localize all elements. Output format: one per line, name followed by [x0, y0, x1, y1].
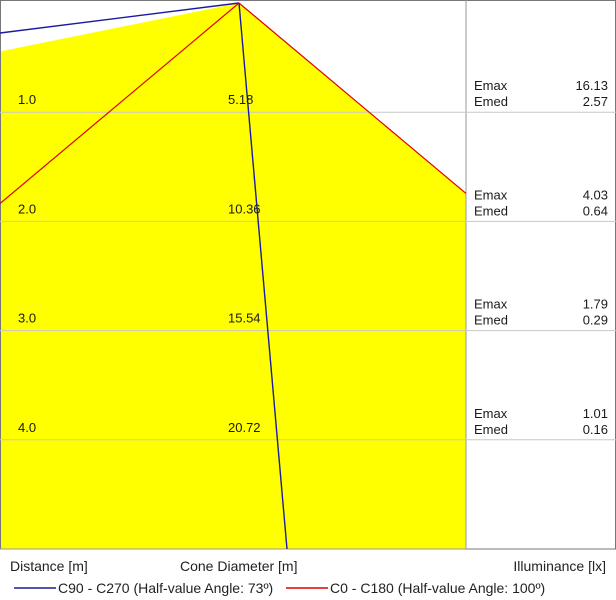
distance-label: 1.0 — [18, 92, 36, 107]
cone-diameter-axis-label: Cone Diameter [m] — [180, 558, 297, 574]
distance-label: 2.0 — [18, 201, 36, 216]
distance-label: 3.0 — [18, 311, 36, 326]
emax-label: Emax — [474, 187, 508, 202]
emax-label: Emax — [474, 78, 508, 93]
emed-label: Emed — [474, 313, 508, 328]
emax-value: 16.13 — [575, 78, 608, 93]
emed-label: Emed — [474, 203, 508, 218]
cone-area — [0, 3, 466, 549]
emax-label: Emax — [474, 297, 508, 312]
emax-value: 1.01 — [583, 406, 608, 421]
emax-value: 1.79 — [583, 297, 608, 312]
illuminance-axis-label: Illuminance [lx] — [513, 558, 606, 574]
cone-diameter-label: 5.18 — [228, 92, 253, 107]
cone-diameter-label: 10.36 — [228, 201, 261, 216]
c90-c270-curve — [238, 2, 288, 550]
distance-label: 4.0 — [18, 420, 36, 435]
c90-c270-curve-top — [0, 2, 240, 34]
c0-c180-curve — [0, 2, 467, 205]
cone-diameter-label: 20.72 — [228, 420, 261, 435]
emax-value: 4.03 — [583, 187, 608, 202]
emed-value: 0.64 — [583, 203, 608, 218]
legend-c90-label: C90 - C270 (Half-value Angle: 73º) — [58, 580, 273, 596]
emed-value: 0.29 — [583, 313, 608, 328]
emed-label: Emed — [474, 94, 508, 109]
distance-axis-label: Distance [m] — [10, 558, 88, 574]
emed-label: Emed — [474, 422, 508, 437]
emed-value: 2.57 — [583, 94, 608, 109]
cone-diameter-label: 15.54 — [228, 311, 261, 326]
emed-value: 0.16 — [583, 422, 608, 437]
emax-label: Emax — [474, 406, 508, 421]
legend-c0-label: C0 - C180 (Half-value Angle: 100º) — [330, 580, 545, 596]
